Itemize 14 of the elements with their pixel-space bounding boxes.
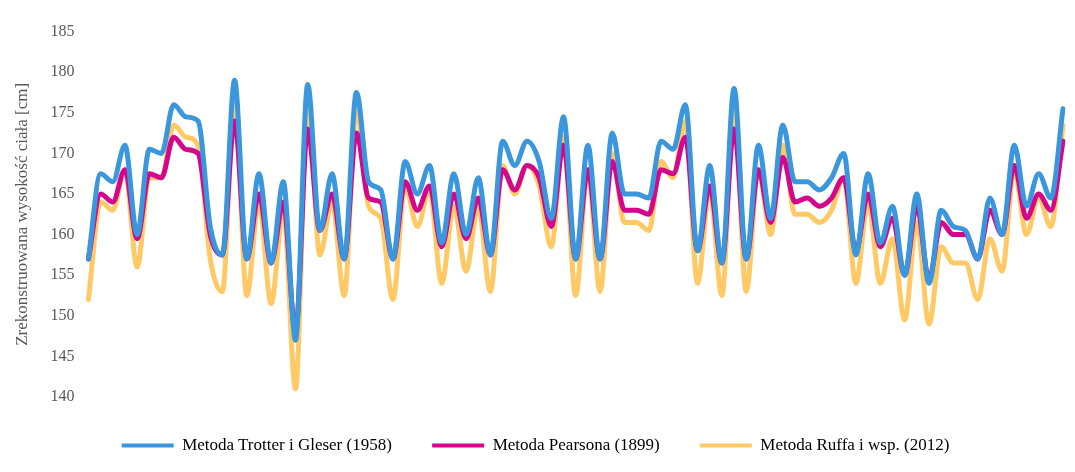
y-axis-title: Zrekonstruowana wysokość ciała [cm] bbox=[11, 82, 31, 346]
y-tick-label: 170 bbox=[50, 143, 75, 161]
y-tick-label: 140 bbox=[50, 387, 75, 405]
y-tick-label: 185 bbox=[50, 21, 75, 39]
y-tick-label: 160 bbox=[50, 224, 75, 242]
legend-label: Metoda Pearsona (1899) bbox=[492, 434, 660, 454]
y-tick-label: 175 bbox=[50, 103, 75, 120]
y-tick-label: 155 bbox=[50, 265, 75, 283]
y-tick-label: 180 bbox=[50, 62, 75, 80]
y-tick-label: 150 bbox=[50, 306, 75, 323]
legend-label: Metoda Ruffa i wsp. (2012) bbox=[760, 434, 950, 454]
legend-label: Metoda Trotter i Gleser (1958) bbox=[182, 434, 392, 454]
y-tick-label: 145 bbox=[50, 346, 75, 364]
y-tick-label: 165 bbox=[50, 184, 75, 202]
